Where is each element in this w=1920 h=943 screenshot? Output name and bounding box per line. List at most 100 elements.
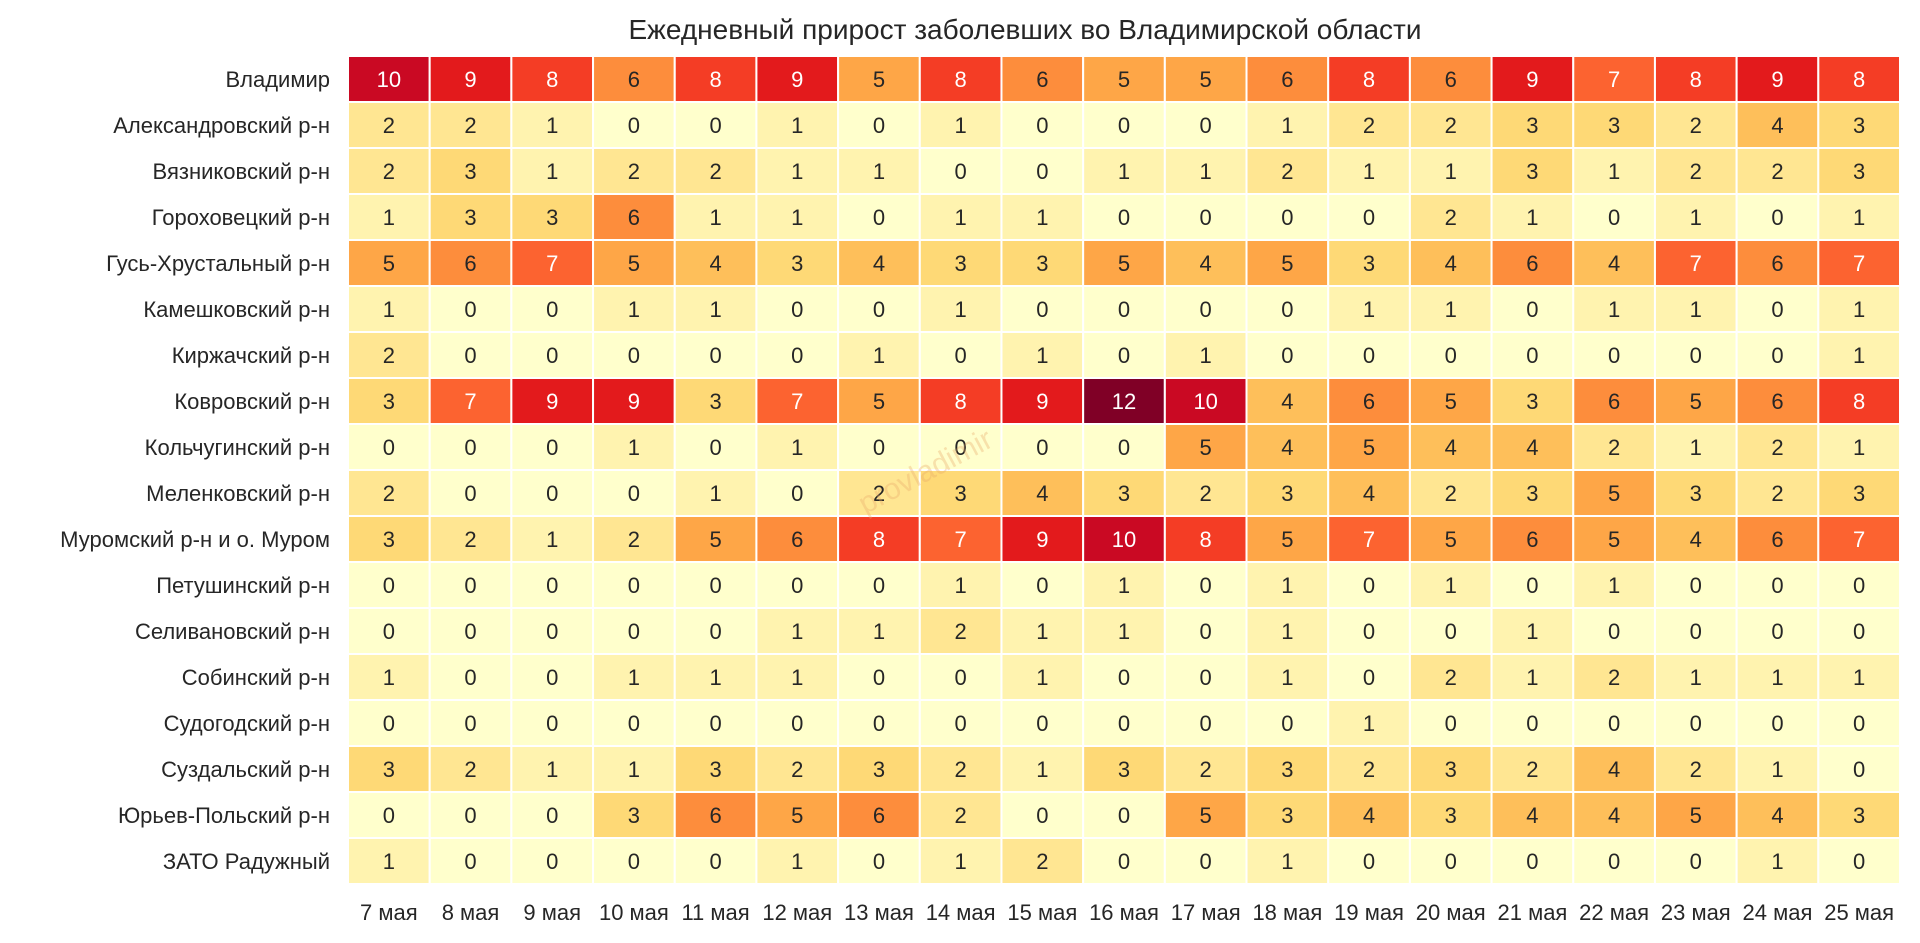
cell-value: 4 (1771, 113, 1783, 138)
heatmap-cell (673, 837, 758, 885)
cell-value: 1 (1853, 205, 1865, 230)
cell-value: 4 (1363, 803, 1375, 828)
cell-value: 3 (464, 205, 476, 230)
cell-value: 9 (791, 67, 803, 92)
cell-value: 1 (546, 159, 558, 184)
cell-value: 2 (1526, 757, 1538, 782)
cell-value: 1 (1036, 205, 1048, 230)
cell-value: 3 (1526, 481, 1538, 506)
cell-value: 2 (1771, 159, 1783, 184)
heatmap-cell (347, 469, 431, 517)
heatmap-cell (1082, 837, 1166, 885)
heatmap-cell (1735, 193, 1820, 241)
cell-value: 3 (1690, 481, 1702, 506)
row-labels: Владимир Александровский р-н Вязниковский … (60, 67, 330, 874)
cell-value: 3 (1363, 251, 1375, 276)
heatmap-cell (592, 285, 676, 333)
column-label: 15 мая (1007, 900, 1077, 925)
cell-value: 6 (1608, 389, 1620, 414)
column-label: 12 мая (762, 900, 832, 925)
heatmap-cell (428, 285, 513, 333)
cell-value: 0 (791, 297, 803, 322)
cell-value: 1 (791, 159, 803, 184)
cell-value: 1 (546, 113, 558, 138)
cell-value: 1 (1608, 573, 1620, 598)
column-label: 25 мая (1824, 900, 1894, 925)
heatmap-cell (1735, 745, 1820, 793)
cell-value: 3 (628, 803, 640, 828)
cell-value: 1 (1445, 297, 1457, 322)
cell-value: 0 (383, 619, 395, 644)
cell-value: 3 (1118, 757, 1130, 782)
heatmap-cell (1082, 101, 1166, 149)
cell-value: 2 (1690, 159, 1702, 184)
cell-value: 7 (1853, 251, 1865, 276)
cell-value: 5 (1118, 67, 1130, 92)
heatmap-cell (347, 239, 431, 287)
heatmap-cell (1817, 331, 1902, 379)
cell-value: 0 (1118, 665, 1130, 690)
heatmap-cell (1817, 653, 1902, 701)
heatmap-cell (918, 699, 1003, 747)
column-label: 9 мая (523, 900, 581, 925)
heatmap-cell (1817, 561, 1902, 609)
heatmap-cell (1245, 55, 1330, 103)
cell-value: 2 (955, 757, 967, 782)
cell-value: 1 (1118, 573, 1130, 598)
cell-value: 0 (1200, 711, 1212, 736)
cell-value: 0 (1771, 711, 1783, 736)
cell-value: 3 (1526, 389, 1538, 414)
heatmap-cell (1490, 285, 1575, 333)
heatmap-cell (592, 653, 676, 701)
cell-value: 1 (1281, 849, 1293, 874)
cell-value: 0 (1853, 711, 1865, 736)
cell-value: 0 (1445, 619, 1457, 644)
cell-value: 8 (1690, 67, 1702, 92)
cell-value: 0 (873, 113, 885, 138)
cell-value: 4 (1690, 527, 1702, 552)
heatmap-cell (673, 607, 758, 655)
heatmap-cell (918, 101, 1003, 149)
cell-value: 6 (709, 803, 721, 828)
heatmap-cell (1327, 699, 1411, 747)
cell-value: 0 (628, 113, 640, 138)
heatmap-cell (592, 147, 676, 195)
cell-value: 0 (873, 573, 885, 598)
cell-value: 6 (1363, 389, 1375, 414)
heatmap-cell (347, 331, 431, 379)
cell-value: 0 (1608, 205, 1620, 230)
column-label: 21 мая (1497, 900, 1567, 925)
cell-value: 0 (1281, 711, 1293, 736)
heatmap-cell (1327, 607, 1411, 655)
cell-value: 4 (1363, 481, 1375, 506)
cell-value: 0 (1526, 849, 1538, 874)
cell-value: 1 (791, 665, 803, 690)
cell-value: 0 (546, 343, 558, 368)
cell-value: 0 (1036, 573, 1048, 598)
row-label: Вязниковский р-н (153, 159, 330, 184)
heatmap-cell (1817, 791, 1902, 839)
cell-value: 2 (1445, 205, 1457, 230)
cell-value: 0 (1036, 711, 1048, 736)
cell-value: 0 (1526, 573, 1538, 598)
cell-value: 1 (709, 481, 721, 506)
cell-value: 5 (1445, 527, 1457, 552)
cell-value: 2 (464, 757, 476, 782)
cell-value: 3 (1853, 113, 1865, 138)
cell-value: 1 (1445, 573, 1457, 598)
cell-value: 2 (955, 619, 967, 644)
heatmap-cell (1245, 193, 1330, 241)
heatmap-cell (1408, 607, 1493, 655)
cell-value: 0 (464, 435, 476, 460)
cell-value: 0 (1690, 619, 1702, 644)
cell-value: 0 (1036, 435, 1048, 460)
cell-value: 0 (709, 711, 721, 736)
column-label: 19 мая (1334, 900, 1404, 925)
column-label: 18 мая (1252, 900, 1322, 925)
column-label: 7 мая (360, 900, 418, 925)
heatmap-cell (1082, 607, 1166, 655)
cell-value: 9 (1771, 67, 1783, 92)
cell-value: 0 (546, 297, 558, 322)
cell-value: 0 (1363, 619, 1375, 644)
